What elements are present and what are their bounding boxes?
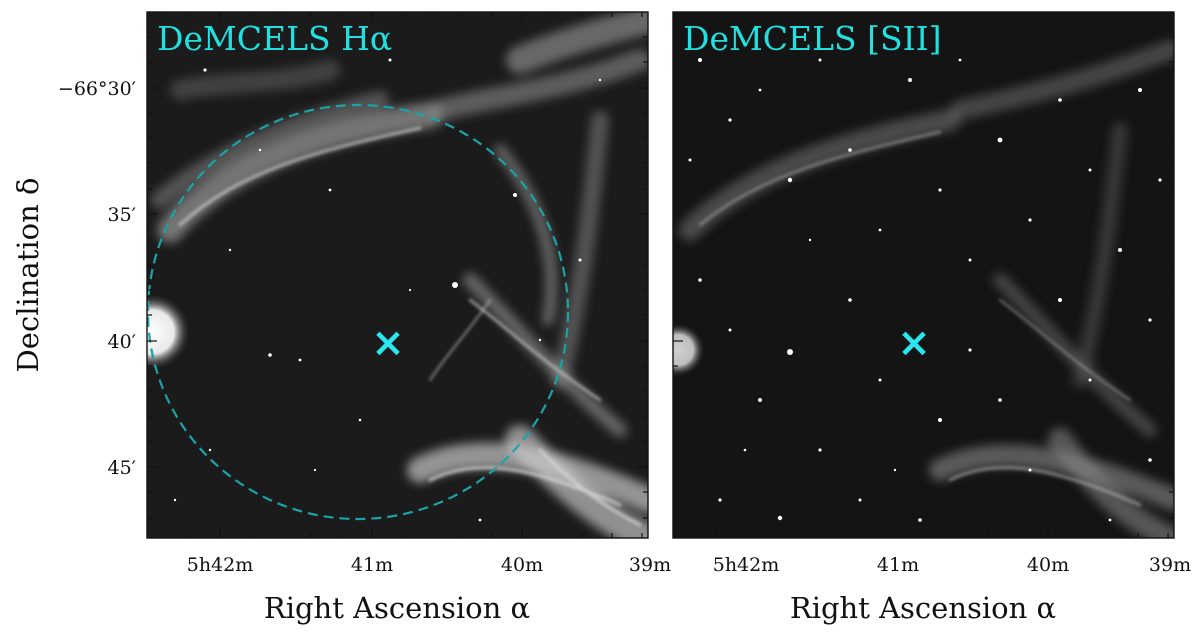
halpha-nebula xyxy=(151,12,648,538)
x-tick-label: 39m xyxy=(629,554,671,576)
y-tick-label: 40′ xyxy=(108,331,137,353)
x-tick-label: 5h42m xyxy=(187,554,254,576)
halpha-shell-circle xyxy=(147,103,570,521)
x-tick-label: 40m xyxy=(501,554,543,576)
x-tick-label: 5h42m xyxy=(713,554,780,576)
halpha-bright-source xyxy=(147,292,192,372)
halpha-panel-label: DeMCELS Hα xyxy=(157,19,392,58)
y-tick-label: 35′ xyxy=(108,204,137,226)
y-tick-label: 45′ xyxy=(108,457,137,479)
panel-halpha: × DeMCELS Hα xyxy=(146,11,649,539)
y-tick-label: −66°30′ xyxy=(58,78,136,100)
halpha-stars xyxy=(173,58,602,522)
sii-nebula xyxy=(679,40,1174,538)
sii-stars xyxy=(688,58,1162,522)
sii-panel-label: DeMCELS [SII] xyxy=(683,19,942,58)
x-tick-label: 39m xyxy=(1149,554,1191,576)
halpha-target-marker: × xyxy=(371,320,405,366)
sii-ticks xyxy=(673,12,1174,538)
halpha-ticks xyxy=(147,12,648,538)
halpha-filaments xyxy=(178,126,642,527)
halpha-frame xyxy=(146,11,649,539)
halpha-image xyxy=(147,12,648,538)
sii-x-tick-labels: 5h42m 41m 40m 39m xyxy=(713,554,1191,576)
x-tick-label: 41m xyxy=(351,554,393,576)
sii-target-marker: × xyxy=(897,320,931,366)
x-tick-label: 41m xyxy=(877,554,919,576)
panel-sii: × DeMCELS [SII] xyxy=(672,11,1175,539)
halpha-x-tick-labels: 5h42m 41m 40m 39m xyxy=(187,554,671,576)
sii-x-axis-label: Right Ascension α xyxy=(790,591,1056,625)
x-tick-label: 40m xyxy=(1027,554,1069,576)
sii-filaments xyxy=(698,130,1142,507)
halpha-x-axis-label: Right Ascension α xyxy=(264,591,530,625)
sii-bright-source xyxy=(673,322,706,378)
y-axis-label: Declination δ xyxy=(11,178,45,373)
y-tick-labels: −66°30′ 35′ 40′ 45′ xyxy=(58,78,136,479)
sii-image xyxy=(673,12,1174,538)
sii-frame xyxy=(672,11,1175,539)
